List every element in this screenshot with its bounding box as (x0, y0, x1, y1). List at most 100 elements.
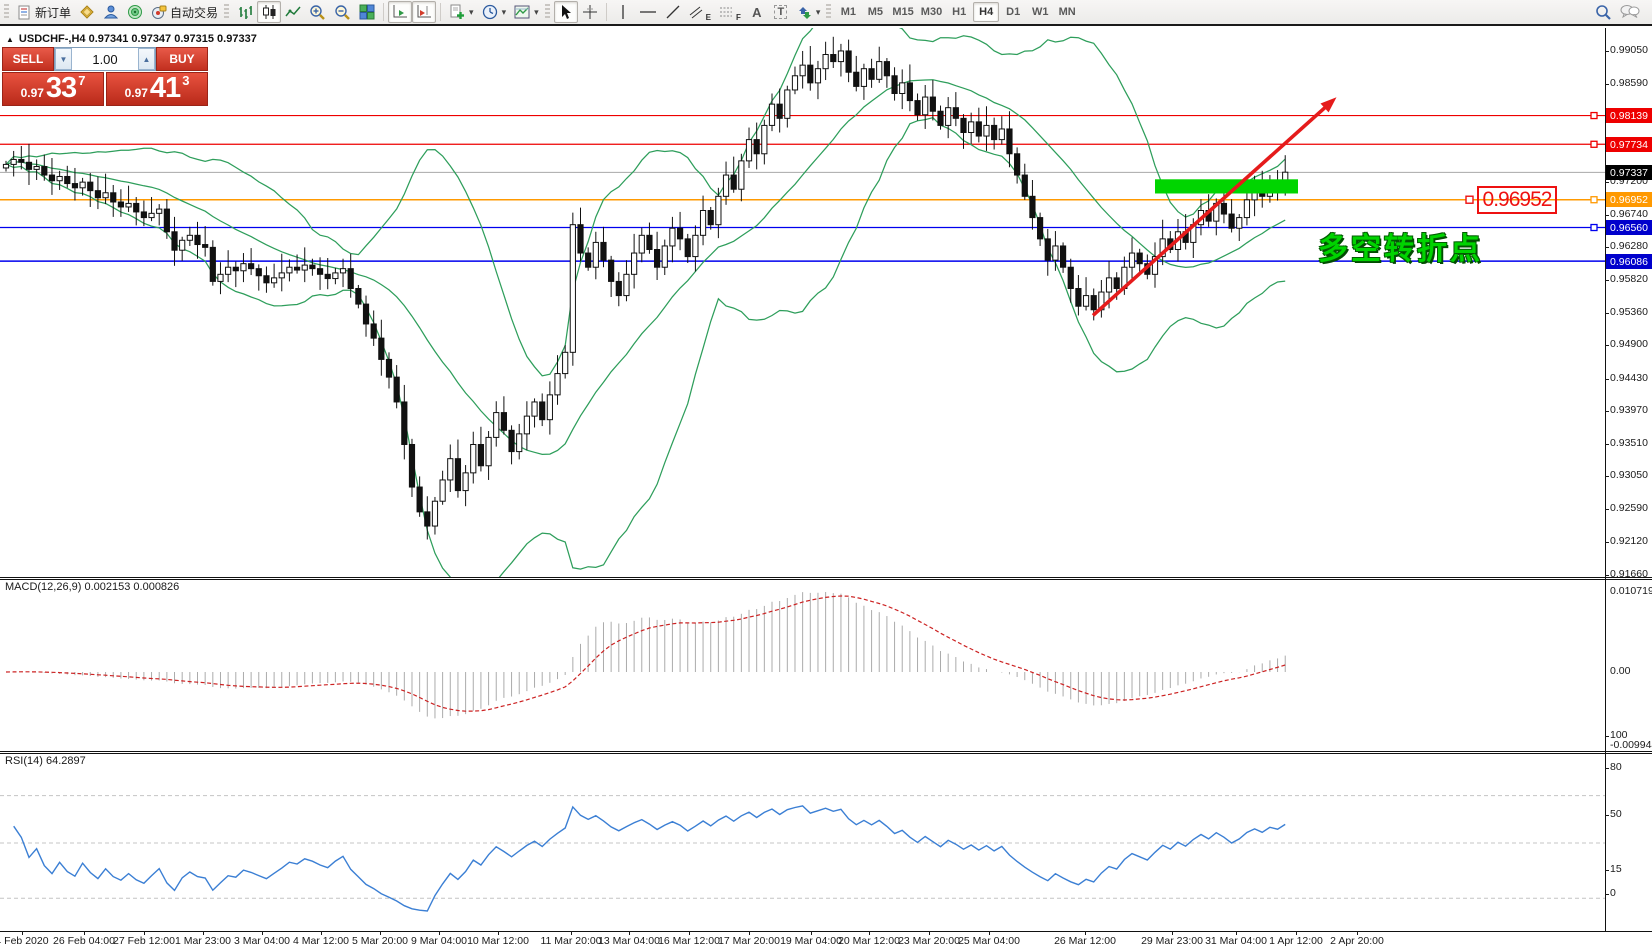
timeframe-group: M1 M5 M15 M30 H1 H4 D1 W1 MN (835, 2, 1080, 22)
arrows-tool-button[interactable]: ▾ (793, 1, 825, 23)
tf-h1-button[interactable]: H1 (952, 6, 967, 18)
cursor-icon (558, 4, 573, 20)
templates-button[interactable]: ▾ (510, 1, 543, 23)
bar-chart-icon (237, 4, 253, 20)
market-watch-button[interactable] (99, 1, 123, 23)
tf-m30-button[interactable]: M30 (920, 6, 943, 18)
clock-icon (482, 4, 498, 20)
time-tick (144, 931, 145, 935)
cursor-tool-button[interactable] (553, 1, 578, 23)
trendline-tool-button[interactable] (661, 1, 685, 23)
time-tick (262, 931, 263, 935)
time-tick (1236, 931, 1237, 935)
time-label: 11 Mar 20:00 (540, 935, 602, 947)
tf-mn-button[interactable]: MN (1058, 6, 1076, 18)
macd-axis-zero: 0.00 (1610, 665, 1631, 677)
time-label: 5 Mar 20:00 (351, 935, 409, 947)
toolbar-right-group (1591, 1, 1644, 23)
pane-separator-macd[interactable] (0, 577, 1652, 580)
time-axis-line (0, 931, 1652, 932)
vertical-line-tool-button[interactable] (611, 1, 635, 23)
chart-shift-icon (416, 4, 432, 20)
time-label: 23 Mar 20:00 (898, 935, 960, 947)
auto-scroll-button[interactable] (388, 1, 413, 23)
support-zone-rectangle[interactable] (1155, 179, 1298, 194)
volume-value[interactable]: 1.00 (92, 51, 118, 67)
chart-shift-button[interactable] (412, 1, 437, 23)
toolbar-drag-handle[interactable] (4, 4, 9, 20)
buy-button[interactable]: BUY (156, 47, 208, 71)
macd-axis-max: 0.010719 (1610, 585, 1652, 597)
crosshair-tool-button[interactable] (578, 1, 602, 23)
price-tick-mark (1605, 476, 1609, 477)
tf-m5-button[interactable]: M5 (867, 6, 884, 18)
chart-candles-button[interactable] (257, 1, 282, 23)
signals-button[interactable] (123, 1, 147, 23)
time-label: 26 Feb 04:00 (53, 935, 115, 947)
toolbar-drag-handle[interactable] (826, 4, 832, 20)
toolbar-drag-handle[interactable] (544, 4, 550, 20)
time-tick (929, 931, 930, 935)
periods-button[interactable]: ▾ (478, 1, 511, 23)
search-button[interactable] (1591, 1, 1616, 23)
chart-bars-button[interactable] (233, 1, 257, 23)
tile-windows-button[interactable] (355, 1, 379, 23)
sell-price-display[interactable]: 0.97 33 7 (2, 72, 104, 106)
tf-m15-button[interactable]: M15 (892, 6, 914, 18)
new-order-label: 新订单 (35, 5, 72, 20)
volume-increase-button[interactable]: ▲ (138, 48, 155, 70)
autotrading-button[interactable]: 自动交易 (147, 1, 222, 23)
candles-layer (2, 36, 1289, 540)
volume-decrease-button[interactable]: ▼ (55, 48, 72, 70)
volume-spinner: ▼ 1.00 ▲ (54, 47, 156, 71)
macd-histogram-layer (13, 592, 1286, 719)
rsi-tick-mark (1605, 870, 1609, 871)
pane-separator-rsi[interactable] (0, 751, 1652, 754)
turning-point-annotation[interactable]: 多空转折点 (1318, 232, 1483, 267)
price-tick-mark (1605, 575, 1609, 576)
time-label: 19 Mar 04:00 (780, 935, 842, 947)
toolbar-drag-handle[interactable] (224, 4, 230, 20)
toolbar: 新订单 自动交易 (0, 0, 1652, 26)
zoom-in-button[interactable] (305, 1, 330, 23)
indicators-button[interactable]: ▾ (445, 1, 478, 23)
toolbar-separator (383, 3, 385, 21)
community-chat-button[interactable] (1616, 1, 1644, 23)
fibonacci-tool-button[interactable]: F (715, 1, 745, 23)
rsi-tick-mark (1605, 815, 1609, 816)
sell-button[interactable]: SELL (2, 47, 54, 71)
chart-window (0, 28, 1652, 950)
tf-w1-button[interactable]: W1 (1031, 6, 1049, 18)
macd-pane-canvas[interactable] (0, 580, 1605, 751)
chart-line-button[interactable] (281, 1, 305, 23)
price-tick-label: 0.93050 (1610, 469, 1648, 481)
zoom-in-icon (309, 4, 326, 21)
channel-tool-button[interactable]: E (685, 1, 715, 23)
profile-button[interactable] (75, 1, 99, 23)
price-tag-label[interactable]: 0.96952 (1477, 186, 1557, 214)
new-order-button[interactable]: 新订单 (13, 1, 75, 23)
toolbar-separator (440, 3, 442, 21)
zoom-out-button[interactable] (330, 1, 355, 23)
tf-d1-button[interactable]: D1 (1006, 6, 1021, 18)
buy-price-display[interactable]: 0.97 41 3 (106, 72, 208, 106)
text-tool-button[interactable]: A (745, 1, 769, 23)
horizontal-line-tool-button[interactable] (635, 1, 661, 23)
add-indicator-icon (449, 4, 465, 20)
time-tick (629, 931, 630, 935)
tf-m1-button[interactable]: M1 (840, 6, 857, 18)
buy-price-pip: 3 (182, 73, 190, 88)
tf-h4-button[interactable]: H4 (973, 2, 1000, 22)
rsi-tick-label: 80 (1610, 761, 1622, 773)
time-tick (869, 931, 870, 935)
price-tick-label: 0.94430 (1610, 372, 1648, 384)
time-tick (380, 931, 381, 935)
time-label: 25 Mar 04:00 (958, 935, 1020, 947)
price-badge: 0.96560 (1606, 220, 1652, 235)
collapse-marker-icon[interactable]: ▲ (6, 34, 14, 44)
main-chart-canvas[interactable] (0, 28, 1605, 577)
rsi-pane-canvas[interactable] (0, 754, 1605, 931)
time-label: 2 Apr 20:00 (1330, 935, 1384, 947)
price-tick-label: 0.95820 (1610, 273, 1648, 285)
text-label-tool-button[interactable]: T (769, 1, 793, 23)
